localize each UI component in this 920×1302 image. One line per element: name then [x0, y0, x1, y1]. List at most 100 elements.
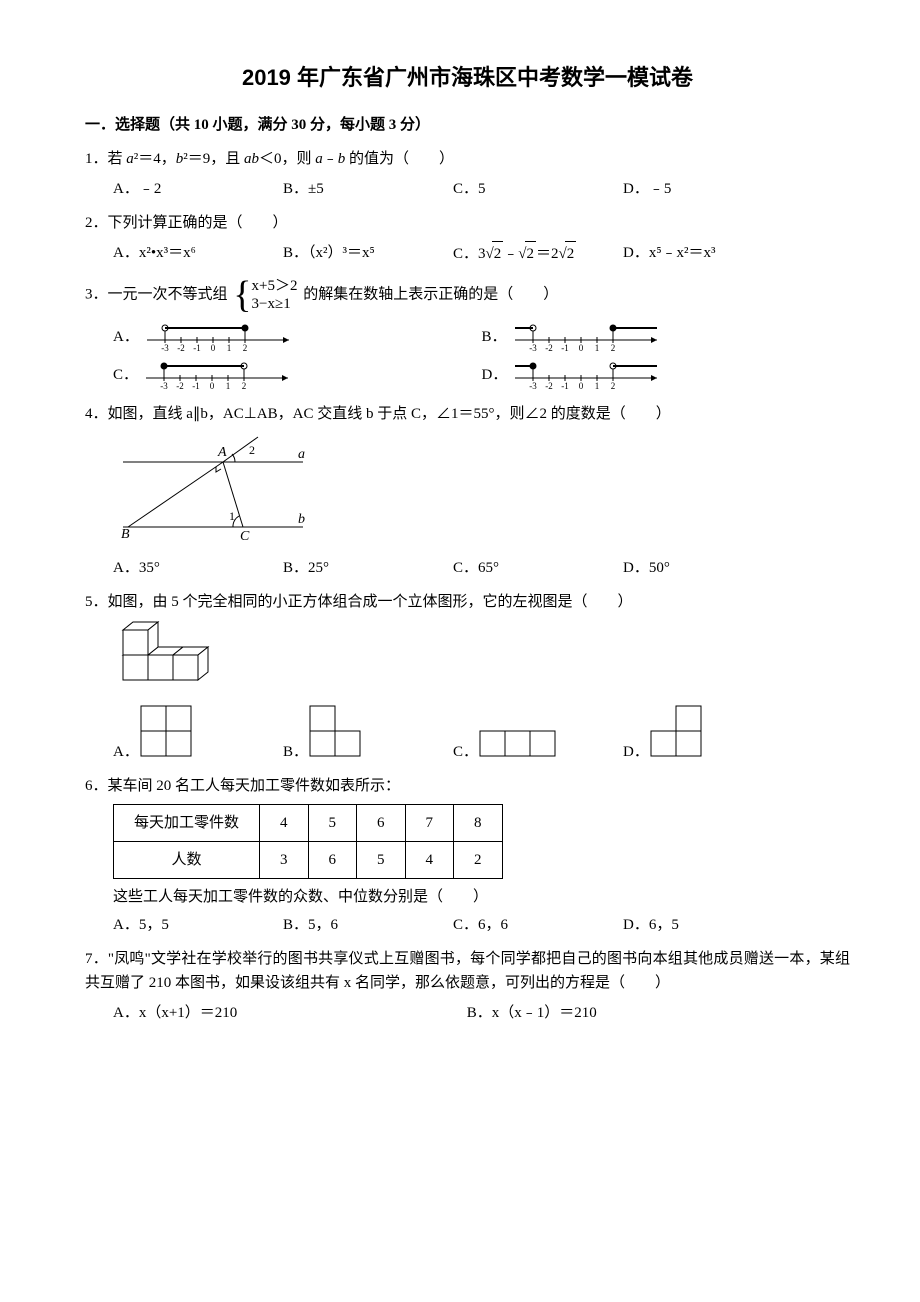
number-line-a: -3-2-1 012 [139, 320, 299, 354]
q4-opt-a: A．35° [113, 556, 283, 580]
svg-text:-1: -1 [192, 381, 200, 391]
q4-opt-c: C．65° [453, 556, 623, 580]
svg-text:2: 2 [242, 381, 247, 391]
label-b: b [298, 512, 305, 527]
q2-opt-b: B．（x²）³＝x⁵ [283, 241, 453, 266]
sqrt-val-3: 2 [565, 241, 577, 266]
q3-opt-d-label: D． [482, 363, 508, 387]
q5-shape-d [649, 704, 709, 764]
q7-opt-a: A．x（x+1）＝210 [113, 1001, 467, 1025]
q3-opt-c-label: C． [113, 363, 138, 387]
label-A: A [217, 445, 227, 460]
q2-d-text: D．x⁵﹣x²＝x³ [623, 245, 716, 261]
q6-opt-a: A．5，5 [113, 913, 283, 937]
label-C: C [240, 529, 250, 542]
svg-text:-2: -2 [176, 381, 184, 391]
cell: 6 [308, 842, 357, 879]
q3-pre: 3．一元一次不等式组 [85, 287, 228, 303]
q5-solid-figure [113, 620, 223, 690]
ineq-line1: x+5＞2 [252, 277, 298, 295]
q5-shape-c [478, 729, 563, 764]
angle-2: 2 [249, 443, 255, 457]
q1-opt-c: C．5 [453, 177, 623, 201]
q6-table: 每天加工零件数 4 5 6 7 8 人数 3 6 5 4 2 [113, 804, 503, 879]
q5-text: 5．如图，由 5 个完全相同的小正方体组合成一个立体图形，它的左视图是（ ） [85, 590, 850, 614]
sqrt-val-2: 2 [525, 241, 537, 266]
svg-text:-3: -3 [530, 381, 538, 391]
cell: 5 [308, 805, 357, 842]
q5-opt-b-label: B． [283, 740, 308, 764]
q2-b-text: B．（x²）³＝x⁵ [283, 245, 375, 261]
q2-c-pre: C．3 [453, 246, 486, 262]
q6-opt-d: D．6，5 [623, 913, 793, 937]
svg-text:-3: -3 [161, 343, 169, 353]
q5-opt-d-label: D． [623, 740, 649, 764]
question-7: 7．"凤鸣"文学社在学校举行的图书共享仪式上互赠图书，每个同学都把自己的图书向本… [85, 947, 850, 1025]
q1-opt-d: D．﹣5 [623, 177, 793, 201]
svg-text:0: 0 [211, 343, 216, 353]
q2-a-text: A．x²•x³＝x⁶ [113, 245, 196, 261]
q1-text: 1．若 a²＝4，b²＝9，且 ab＜0，则 a﹣b 的值为（ ） [85, 147, 850, 171]
svg-text:-3: -3 [529, 343, 537, 353]
number-line-d: -3 -2 -1 0 1 2 [507, 358, 667, 392]
svg-text:1: 1 [594, 343, 599, 353]
svg-text:0: 0 [578, 343, 583, 353]
q3-post: 的解集在数轴上表示正确的是（ ） [303, 287, 558, 303]
cell: 2 [454, 842, 503, 879]
ineq-line2: 3−x≥1 [252, 295, 298, 313]
q5-shape-a [139, 704, 199, 764]
svg-text:2: 2 [243, 343, 248, 353]
svg-text:0: 0 [579, 381, 584, 391]
q2-opt-a: A．x²•x³＝x⁶ [113, 241, 283, 266]
section-header: 一．选择题（共 10 小题，满分 30 分，每小题 3 分） [85, 113, 850, 137]
svg-text:-1: -1 [562, 381, 570, 391]
question-2: 2．下列计算正确的是（ ） A．x²•x³＝x⁶ B．（x²）³＝x⁵ C．3√… [85, 211, 850, 266]
q5-shape-b [308, 704, 368, 764]
inequality-system: { x+5＞2 3−x≥1 [233, 276, 297, 314]
q1-opt-a: A．﹣2 [113, 177, 283, 201]
question-4: 4．如图，直线 a∥b，AC⊥AB，AC 交直线 b 于点 C，∠1＝55°，则… [85, 402, 850, 580]
question-6: 6．某车间 20 名工人每天加工零件数如表所示： 每天加工零件数 4 5 6 7… [85, 774, 850, 937]
q1-prefix: 1．若 [85, 151, 126, 167]
svg-text:1: 1 [595, 381, 600, 391]
q2-c-eq: ＝2 [536, 246, 559, 262]
row2-label: 人数 [114, 842, 260, 879]
cell: 7 [405, 805, 454, 842]
svg-text:-1: -1 [561, 343, 569, 353]
question-1: 1．若 a²＝4，b²＝9，且 ab＜0，则 a﹣b 的值为（ ） A．﹣2 B… [85, 147, 850, 201]
svg-text:1: 1 [227, 343, 232, 353]
svg-text:-2: -2 [546, 381, 554, 391]
svg-text:-2: -2 [545, 343, 553, 353]
q5-opt-c-label: C． [453, 740, 478, 764]
svg-text:2: 2 [611, 381, 616, 391]
page-title: 2019 年广东省广州市海珠区中考数学一模试卷 [85, 60, 850, 95]
table-row: 人数 3 6 5 4 2 [114, 842, 503, 879]
q1-opt-b: B．±5 [283, 177, 453, 201]
q7-opt-b: B．x（x﹣1）＝210 [467, 1001, 821, 1025]
q3-opt-b-label: B． [482, 325, 507, 349]
question-5: 5．如图，由 5 个完全相同的小正方体组合成一个立体图形，它的左视图是（ ） A… [85, 590, 850, 764]
q3-opt-a-label: A． [113, 325, 139, 349]
svg-text:2: 2 [610, 343, 615, 353]
cell: 4 [260, 805, 309, 842]
q4-figure: A B C a b 1 2 [113, 432, 313, 542]
row1-label: 每天加工零件数 [114, 805, 260, 842]
svg-text:-2: -2 [177, 343, 185, 353]
q4-opt-b: B．25° [283, 556, 453, 580]
cell: 5 [357, 842, 406, 879]
q6-opt-c: C．6，6 [453, 913, 623, 937]
q6-text: 6．某车间 20 名工人每天加工零件数如表所示： [85, 774, 850, 798]
q4-opt-d: D．50° [623, 556, 793, 580]
table-row: 每天加工零件数 4 5 6 7 8 [114, 805, 503, 842]
number-line-c: -3-2-1 012 [138, 358, 298, 392]
q2-opt-c: C．3√2﹣√2＝2√2 [453, 241, 623, 266]
q2-text: 2．下列计算正确的是（ ） [85, 211, 850, 235]
q3-text: 3．一元一次不等式组 { x+5＞2 3−x≥1 的解集在数轴上表示正确的是（ … [85, 276, 850, 314]
svg-text:-3: -3 [160, 381, 168, 391]
q2-c-mid: ﹣ [503, 246, 518, 262]
svg-text:0: 0 [210, 381, 215, 391]
cell: 8 [454, 805, 503, 842]
label-B: B [121, 527, 130, 542]
cell: 6 [357, 805, 406, 842]
q6-opt-b: B．5，6 [283, 913, 453, 937]
